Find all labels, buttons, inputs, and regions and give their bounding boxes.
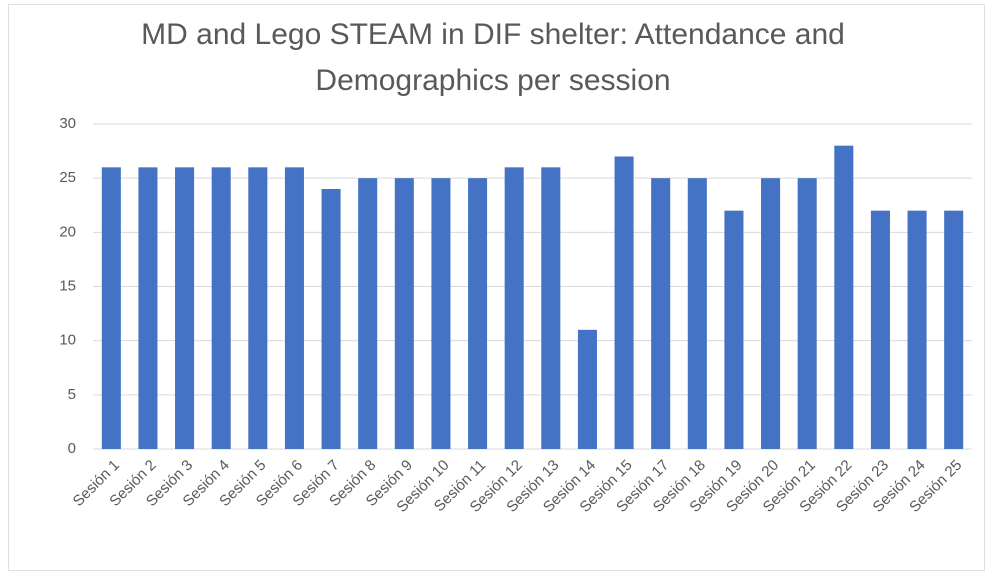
- chart-title: MD and Lego STEAM in DIF shelter: Attend…: [141, 18, 845, 97]
- y-tick-label: 5: [68, 386, 76, 403]
- bar: [541, 167, 561, 450]
- bar: [358, 178, 378, 449]
- y-tick-label: 10: [59, 332, 76, 349]
- chart-border: [8, 4, 985, 571]
- bar: [211, 167, 231, 450]
- bar: [797, 178, 817, 449]
- bar: [907, 210, 927, 449]
- y-tick-label: 15: [59, 277, 76, 294]
- bar: [101, 167, 121, 450]
- bar: [431, 178, 451, 449]
- bar: [761, 178, 781, 449]
- bar: [394, 178, 414, 449]
- bar: [687, 178, 707, 449]
- bar: [944, 210, 964, 449]
- y-tick-label: 25: [59, 169, 76, 186]
- bar: [175, 167, 195, 450]
- bar: [468, 178, 488, 449]
- bar: [834, 145, 854, 449]
- bar: [724, 210, 744, 449]
- bar: [248, 167, 268, 450]
- bar: [577, 329, 597, 449]
- bar: [651, 178, 671, 449]
- bar: [870, 210, 890, 449]
- bar: [321, 189, 341, 449]
- bar: [614, 156, 634, 449]
- y-tick-label: 20: [59, 223, 76, 240]
- y-tick-label: 30: [59, 115, 76, 132]
- bar: [284, 167, 304, 450]
- bar: [504, 167, 524, 450]
- y-tick-label: 0: [68, 440, 76, 457]
- bar: [138, 167, 158, 450]
